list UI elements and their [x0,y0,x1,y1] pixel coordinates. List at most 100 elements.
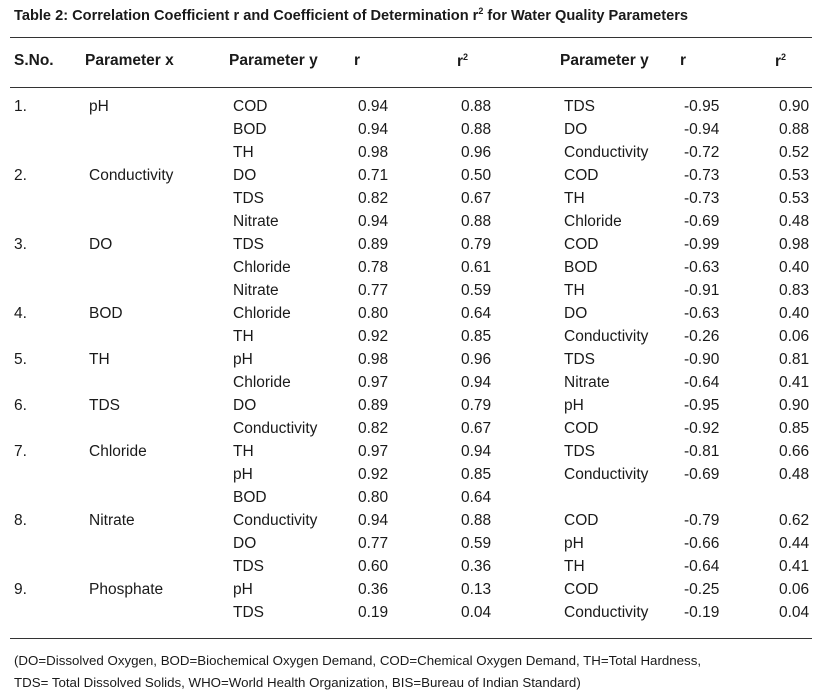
cell-r2-right: 0.41 [779,558,810,575]
cell-r-left: 0.89 [358,236,389,253]
cell-parameter-y-left: TH [233,144,254,161]
cell-parameter-y-right: TDS [564,351,595,368]
header-rule [10,87,812,88]
table-row: DO 0.77 0.59 pH -0.66 0.44 [10,532,816,555]
cell-parameter-y-left: Chloride [233,305,291,322]
cell-r-left: 0.92 [358,328,389,345]
cell-sno [10,325,89,348]
cell-r-right: -0.94 [684,121,720,138]
cell-sno: 8. [14,512,27,529]
cell-r2-right: 0.48 [779,466,810,483]
cell-parameter-y-left: COD [233,98,268,115]
cell-parameter-x [89,256,233,279]
cell-parameter-x [89,187,233,210]
cell-sno: 3. [14,236,27,253]
cell-parameter-y-right: pH [564,397,584,414]
cell-parameter-y-right: Conductivity [564,604,649,621]
cell-sno [10,256,89,279]
table-row: 6. TDS DO 0.89 0.79 pH -0.95 0.90 [10,394,816,417]
footnote: (DO=Dissolved Oxygen, BOD=Biochemical Ox… [14,650,701,694]
cell-r2-left: 0.67 [461,190,492,207]
cell-r2-left: 0.36 [461,558,492,575]
cell-parameter-y-right: COD [564,581,599,598]
table-row: TDS 0.60 0.36 TH -0.64 0.41 [10,555,816,578]
cell-parameter-y-right: Nitrate [564,374,610,391]
cell-parameter-y-right [564,486,684,509]
table-row: TH 0.98 0.96 Conductivity -0.72 0.52 [10,141,816,164]
table-row: Nitrate 0.94 0.88 Chloride -0.69 0.48 [10,210,816,233]
cell-r-left: 0.94 [358,213,389,230]
cell-parameter-y-left: BOD [233,121,267,138]
cell-r2-left: 0.94 [461,443,492,460]
cell-r-right: -0.90 [684,351,720,368]
top-rule [10,37,812,38]
cell-parameter-x [89,555,233,578]
cell-r-left: 0.89 [358,397,389,414]
cell-r2-right: 0.88 [779,121,810,138]
cell-parameter-x: Chloride [89,443,147,460]
cell-r-right: -0.91 [684,282,720,299]
cell-r2-right: 0.48 [779,213,810,230]
cell-sno [10,187,89,210]
table-row: Nitrate 0.77 0.59 TH -0.91 0.83 [10,279,816,302]
table-row: 8. Nitrate Conductivity 0.94 0.88 COD -0.79 0.6… [10,509,816,532]
cell-parameter-y-left: TDS [233,190,264,207]
table-title-superscript: 2 [478,6,484,16]
cell-r2-right: 0.06 [779,581,810,598]
header-parameter-x: Parameter x [85,52,174,69]
cell-r2-left: 0.79 [461,397,492,414]
table-row: TH 0.92 0.85 Conductivity -0.26 0.06 [10,325,816,348]
cell-parameter-y-left: DO [233,397,257,414]
table-row: 1. pH COD 0.94 0.88 TDS -0.95 0.90 [10,95,816,118]
cell-sno: 5. [14,351,27,368]
header-r2-left-sup: 2 [463,52,469,62]
cell-r2-right: 0.90 [779,98,810,115]
cell-r2-right: 0.04 [779,604,810,621]
cell-r-right: -0.92 [684,420,720,437]
cell-r2-left: 0.50 [461,167,492,184]
table-row: TDS 0.82 0.67 TH -0.73 0.53 [10,187,816,210]
cell-r2-left: 0.88 [461,512,492,529]
cell-r2-right: 0.85 [779,420,810,437]
cell-parameter-x [89,279,233,302]
cell-r2-left: 0.64 [461,305,492,322]
header-r2-left: r2 [457,52,468,71]
cell-parameter-x [89,371,233,394]
cell-sno [10,463,89,486]
cell-r-right: -0.95 [684,397,720,414]
cell-r-left: 0.98 [358,351,389,368]
cell-r2-right: 0.53 [779,167,810,184]
cell-parameter-y-right: Chloride [564,213,622,230]
cell-r2-left: 0.79 [461,236,492,253]
cell-parameter-y-left: Conductivity [233,420,318,437]
bottom-rule [10,638,812,639]
cell-parameter-y-right: COD [564,420,599,437]
cell-sno [10,601,89,624]
cell-r-left: 0.94 [358,512,389,529]
cell-r2-right: 0.41 [779,374,810,391]
cell-sno [10,532,89,555]
cell-r2-left: 0.59 [461,282,492,299]
cell-sno: 9. [14,581,27,598]
cell-r-left: 0.77 [358,282,389,299]
cell-parameter-x [89,141,233,164]
cell-r2-left: 0.88 [461,213,492,230]
header-r2-left-base: r [457,53,464,71]
cell-r2-left: 0.88 [461,98,492,115]
cell-r-left: 0.80 [358,489,389,506]
correlation-table: 1. pH COD 0.94 0.88 TDS -0.95 0.90 BOD 0.94 0.88 DO… [10,95,816,624]
table-row: TDS 0.19 0.04 Conductivity -0.19 0.04 [10,601,816,624]
cell-parameter-x [89,325,233,348]
cell-r-left: 0.77 [358,535,389,552]
cell-r-left: 0.97 [358,443,389,460]
cell-r2-left: 0.96 [461,144,492,161]
cell-parameter-y-right: COD [564,236,599,253]
cell-r-right: -0.79 [684,512,720,529]
cell-sno: 7. [14,443,27,460]
cell-r-left: 0.71 [358,167,389,184]
cell-sno [10,417,89,440]
cell-parameter-y-left: pH [233,466,253,483]
cell-r-right: -0.26 [684,328,720,345]
cell-r-left: 0.36 [358,581,389,598]
cell-r2-right: 0.52 [779,144,810,161]
